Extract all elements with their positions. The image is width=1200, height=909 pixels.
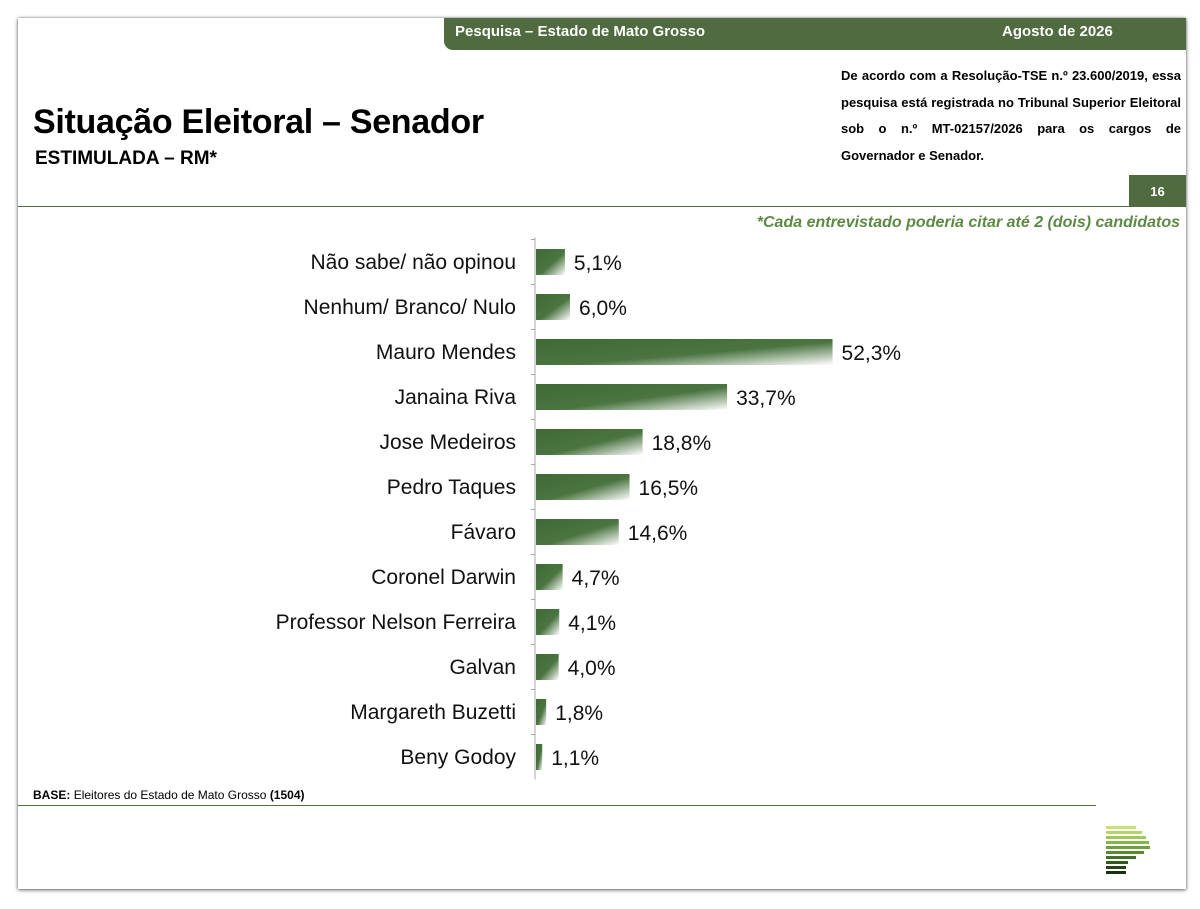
bar xyxy=(536,519,619,545)
value-label: 33,7% xyxy=(736,387,796,410)
bar xyxy=(536,249,565,275)
category-label: Pedro Taques xyxy=(387,476,516,499)
value-label: 18,8% xyxy=(652,432,712,455)
bar xyxy=(536,384,728,410)
bar xyxy=(536,744,543,770)
category-label: Fávaro xyxy=(451,521,516,544)
value-label: 4,7% xyxy=(572,567,620,590)
value-label: 16,5% xyxy=(639,477,699,500)
base-label: BASE: xyxy=(33,788,71,802)
category-label: Janaina Riva xyxy=(395,386,517,409)
footer-divider xyxy=(18,805,1096,806)
value-label: 4,1% xyxy=(568,612,616,635)
category-label: Galvan xyxy=(449,656,516,679)
base-count: (1504) xyxy=(269,788,305,802)
chart-footnote: *Cada entrevistado poderia citar até 2 (… xyxy=(756,214,1180,231)
base-text: Eleitores do Estado de Mato Grosso xyxy=(73,788,267,802)
slide: Pesquisa – Estado de Mato Grosso Agosto … xyxy=(18,18,1186,889)
value-label: 1,8% xyxy=(555,702,603,725)
bar xyxy=(536,294,571,320)
value-label: 1,1% xyxy=(551,747,599,770)
category-label: Coronel Darwin xyxy=(371,566,516,589)
value-label: 4,0% xyxy=(568,657,616,680)
base-note: BASE: Eleitores do Estado de Mato Grosso… xyxy=(33,788,305,802)
page-number-badge: 16 xyxy=(1129,175,1186,207)
category-label: Não sabe/ não opinou xyxy=(311,251,517,274)
bar-chart: Não sabe/ não opinou 5,1% Nenhum/ Branco/ … xyxy=(276,237,902,780)
category-label: Professor Nelson Ferreira xyxy=(276,611,517,634)
value-label: 6,0% xyxy=(579,297,627,320)
registration-note: De acordo com a Resolução-TSE n.º 23.600… xyxy=(841,68,1181,163)
header-divider xyxy=(18,206,1186,207)
survey-label: Pesquisa – Estado de Mato Grosso xyxy=(455,23,706,40)
header-bar: Pesquisa – Estado de Mato Grosso Agosto … xyxy=(444,18,1186,50)
bar xyxy=(536,564,563,590)
category-label: Mauro Mendes xyxy=(376,341,516,364)
bar xyxy=(536,339,833,365)
category-label: Jose Medeiros xyxy=(379,431,516,454)
category-label: Nenhum/ Branco/ Nulo xyxy=(304,296,516,319)
category-label: Beny Godoy xyxy=(400,746,516,769)
value-label: 52,3% xyxy=(842,342,902,365)
bar xyxy=(536,609,560,635)
page-title: Situação Eleitoral – Senador xyxy=(33,103,484,141)
bar xyxy=(536,429,643,455)
bar xyxy=(536,699,547,725)
value-label: 5,1% xyxy=(574,252,622,275)
company-logo xyxy=(1106,826,1150,874)
page-subtitle: ESTIMULADA – RM* xyxy=(35,148,217,169)
survey-date: Agosto de 2026 xyxy=(1002,23,1113,40)
bar xyxy=(536,654,559,680)
value-label: 14,6% xyxy=(628,522,688,545)
category-label: Margareth Buzetti xyxy=(350,701,516,724)
bar xyxy=(536,474,630,500)
